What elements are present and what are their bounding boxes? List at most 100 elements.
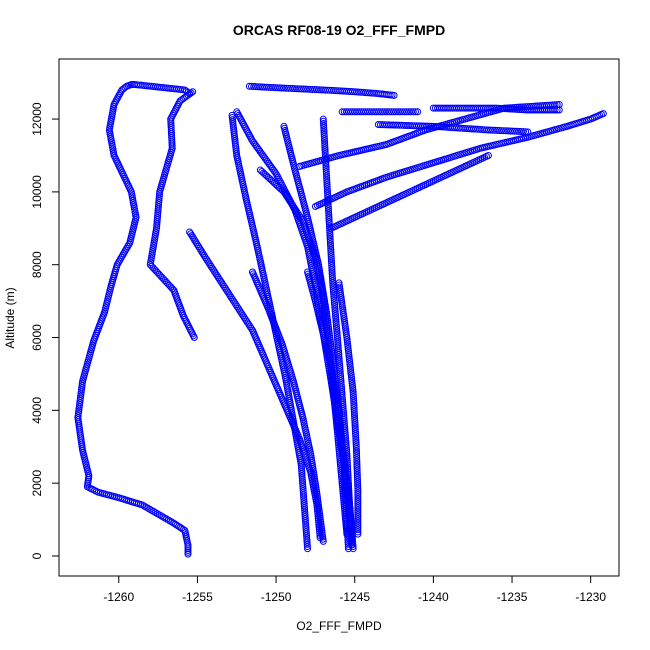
series-17 <box>335 279 362 538</box>
data-point <box>332 415 340 423</box>
data-point <box>487 126 495 134</box>
data-point <box>335 355 343 363</box>
data-point <box>323 174 331 182</box>
data-point <box>334 338 342 346</box>
data-point <box>273 84 281 92</box>
data-point <box>260 83 268 91</box>
x-tick-label: -1245 <box>339 590 370 604</box>
data-point <box>354 495 362 503</box>
series-12 <box>327 151 492 232</box>
data-point <box>349 390 357 398</box>
data-point <box>347 373 355 381</box>
data-point <box>321 137 329 145</box>
data-point <box>522 128 530 136</box>
data-point <box>414 108 422 116</box>
data-point <box>491 126 499 134</box>
data-point <box>223 286 231 294</box>
data-point <box>403 108 411 116</box>
data-point <box>351 427 359 435</box>
data-point <box>271 84 279 92</box>
data-point <box>328 270 336 278</box>
data-point <box>348 382 356 390</box>
data-point <box>190 334 198 342</box>
data-point <box>354 484 362 492</box>
data-point <box>321 148 329 156</box>
data-point <box>184 548 192 556</box>
data-point <box>401 108 409 116</box>
data-point <box>392 108 400 116</box>
data-point <box>333 325 341 333</box>
data-point <box>256 83 264 91</box>
data-point <box>352 447 360 455</box>
data-point <box>320 128 328 136</box>
data-point <box>325 218 333 226</box>
data-point <box>246 323 254 331</box>
data-point <box>327 244 335 252</box>
y-tick-label: 4000 <box>30 397 44 424</box>
data-point <box>337 381 345 389</box>
data-point <box>338 394 346 402</box>
data-point <box>332 413 340 421</box>
data-point <box>353 456 361 464</box>
data-point <box>286 197 294 205</box>
data-point <box>336 359 344 367</box>
data-point <box>168 285 176 293</box>
data-point <box>199 250 207 258</box>
data-point <box>243 317 251 325</box>
data-point <box>325 209 333 217</box>
data-point <box>192 239 200 247</box>
data-point <box>224 288 232 296</box>
series-14 <box>374 121 532 136</box>
data-point <box>493 126 501 134</box>
data-point <box>294 210 302 218</box>
data-point <box>322 168 330 176</box>
data-point <box>333 420 341 428</box>
data-point <box>198 248 206 256</box>
data-point <box>327 363 335 371</box>
data-point <box>210 266 218 274</box>
data-point <box>331 307 339 315</box>
data-point <box>327 368 335 376</box>
data-point <box>324 335 332 343</box>
data-point <box>351 421 359 429</box>
data-point <box>153 222 161 230</box>
data-point <box>327 361 335 369</box>
series-13 <box>429 104 563 114</box>
data-point <box>353 460 361 468</box>
data-point <box>489 126 497 134</box>
data-point <box>330 396 338 404</box>
data-point <box>184 547 192 555</box>
data-point <box>300 85 308 93</box>
data-point <box>219 281 227 289</box>
data-point <box>281 190 289 198</box>
data-point <box>350 401 358 409</box>
data-point <box>336 370 344 378</box>
data-point <box>354 508 362 516</box>
data-point <box>331 409 339 417</box>
data-point <box>519 128 527 136</box>
data-point <box>320 304 328 312</box>
data-point <box>322 315 330 323</box>
data-point <box>311 86 319 94</box>
data-point <box>333 334 341 342</box>
data-point <box>387 108 395 116</box>
data-point <box>347 371 355 379</box>
data-point <box>320 298 328 306</box>
data-point <box>323 176 331 184</box>
data-point <box>324 205 332 213</box>
data-point <box>344 340 352 348</box>
data-point <box>350 408 358 416</box>
data-point <box>354 502 362 510</box>
data-point <box>328 268 336 276</box>
data-point <box>338 390 346 398</box>
data-point <box>517 128 525 136</box>
data-point <box>330 398 338 406</box>
data-point <box>320 300 328 308</box>
y-tick-label: 10000 <box>30 175 44 209</box>
data-point <box>351 417 359 425</box>
data-point <box>409 108 417 116</box>
data-point <box>330 294 338 302</box>
data-point <box>328 374 336 382</box>
data-point <box>353 449 361 457</box>
data-point <box>344 347 352 355</box>
